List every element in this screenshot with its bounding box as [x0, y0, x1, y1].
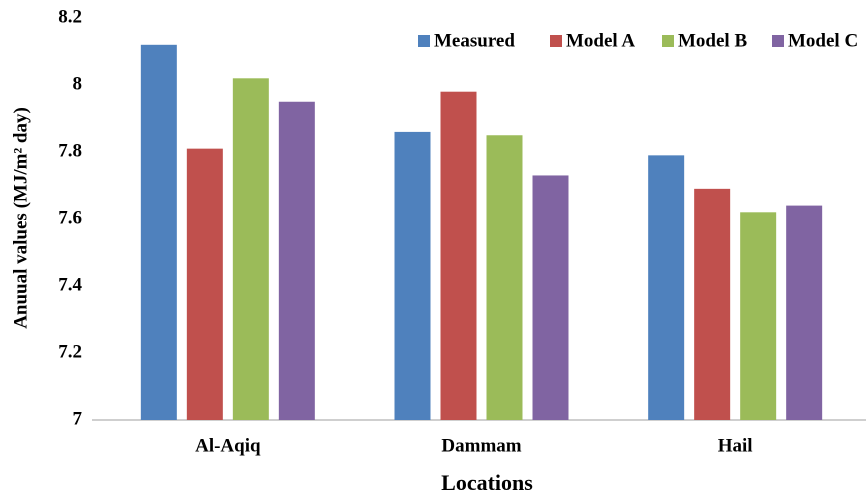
legend-swatch — [550, 35, 562, 47]
y-tick-label: 7.2 — [58, 341, 82, 362]
bar — [186, 148, 223, 420]
bar — [440, 91, 477, 420]
legend-swatch — [772, 35, 784, 47]
bar — [232, 78, 269, 421]
legend-label: Measured — [434, 30, 515, 51]
bar — [648, 155, 685, 420]
bar — [140, 44, 177, 421]
bar — [394, 131, 431, 420]
x-tick-label: Al-Aqiq — [195, 435, 261, 456]
legend-label: Model C — [788, 30, 858, 51]
y-tick-label: 7.6 — [58, 207, 82, 228]
bar — [486, 135, 523, 420]
legend-swatch — [418, 35, 430, 47]
bar — [532, 175, 569, 420]
y-tick-label: 8.2 — [58, 6, 82, 27]
legend-swatch — [662, 35, 674, 47]
x-tick-label: Hail — [718, 435, 753, 456]
bar — [786, 205, 823, 420]
legend-label: Model A — [566, 30, 635, 51]
bar — [740, 212, 777, 420]
bar — [278, 101, 315, 420]
y-tick-label: 7 — [73, 408, 83, 429]
x-axis-title: Locations — [441, 470, 533, 495]
y-axis-title: Anuual values (MJ/m² day) — [10, 107, 31, 329]
legend-label: Model B — [678, 30, 747, 51]
y-tick-label: 8 — [73, 73, 83, 94]
y-tick-label: 7.8 — [58, 140, 82, 161]
y-tick-label: 7.4 — [58, 274, 82, 295]
x-tick-label: Dammam — [441, 435, 521, 456]
bar — [694, 188, 731, 420]
